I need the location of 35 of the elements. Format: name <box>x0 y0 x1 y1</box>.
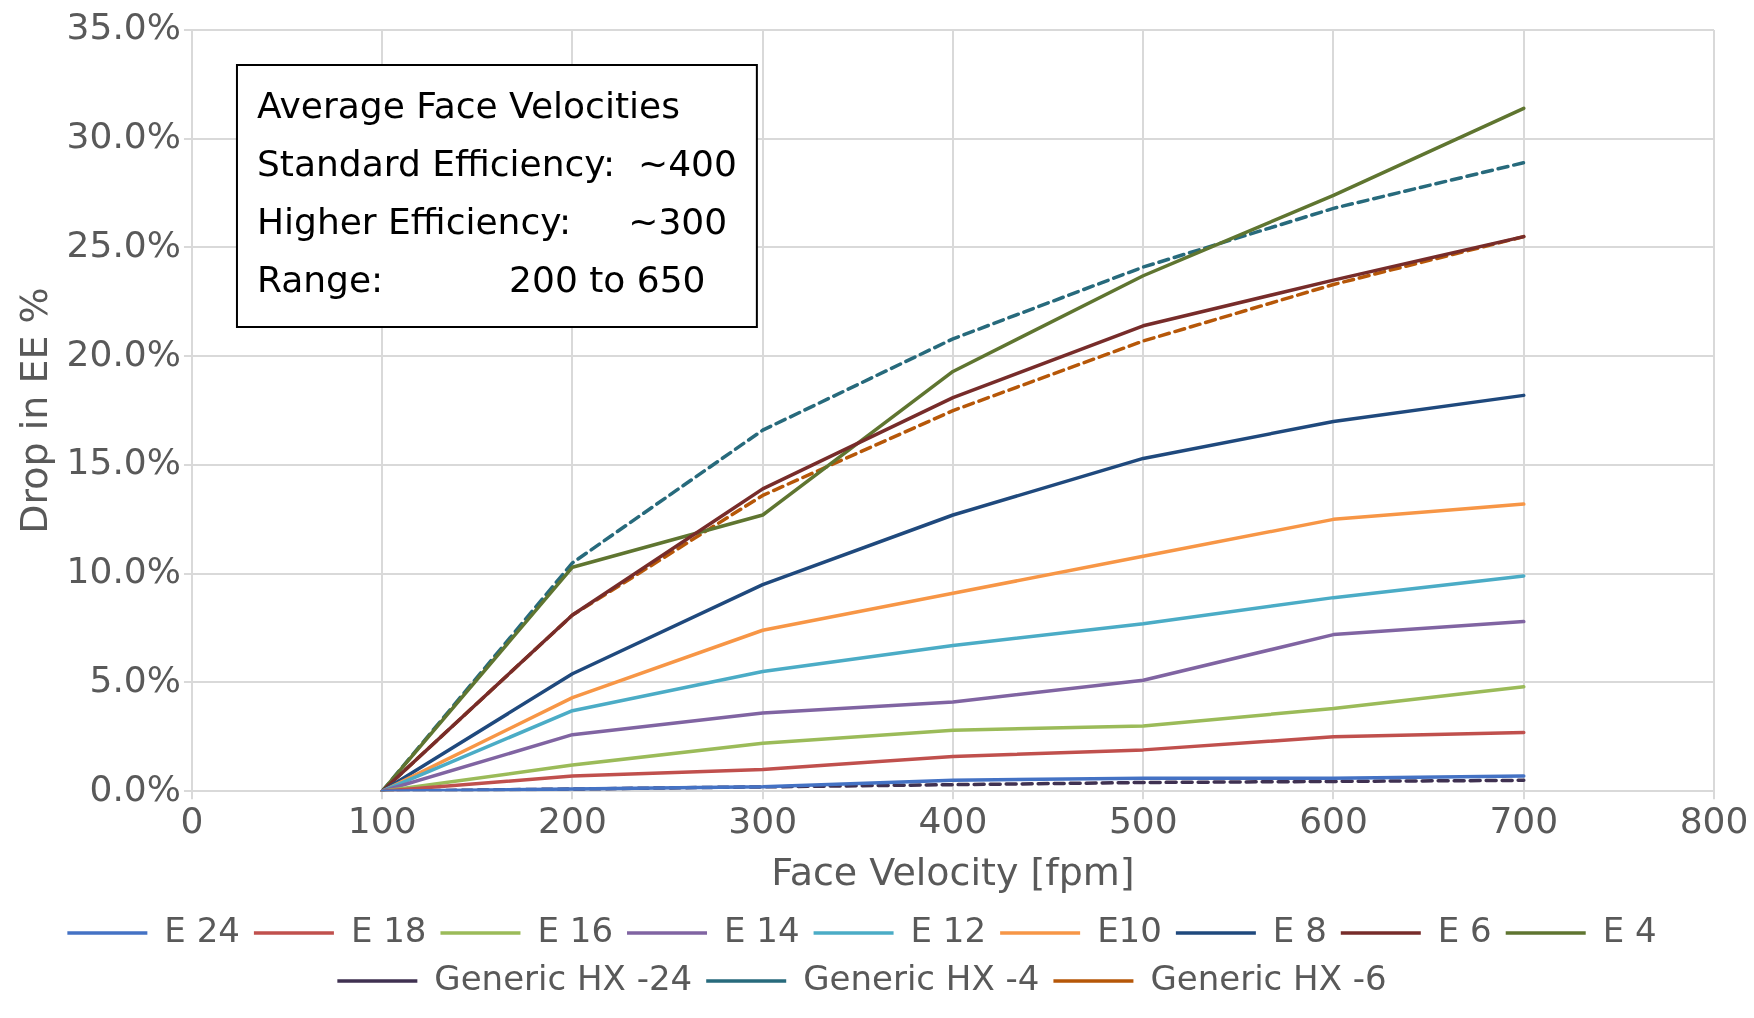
legend-label: Generic HX -6 <box>1150 957 1387 998</box>
legend-label: E 18 <box>350 909 427 950</box>
y-tick-label: 30.0% <box>66 115 181 157</box>
legend-label: E 8 <box>1272 909 1327 950</box>
legend-label: Generic HX -4 <box>803 957 1040 998</box>
x-tick-label: 800 <box>1679 800 1749 842</box>
x-axis-title: Face Velocity [fpm] <box>771 850 1135 895</box>
y-tick-label: 25.0% <box>66 223 181 265</box>
y-axis-title: Drop in EE % <box>11 287 56 534</box>
x-tick-label: 700 <box>1489 800 1559 842</box>
legend-label: E 16 <box>537 909 614 950</box>
annotation: Average Face Velocities <box>256 85 680 127</box>
legend-label: E 4 <box>1602 909 1657 950</box>
y-tick-label: 15.0% <box>66 441 181 483</box>
y-tick-label: 10.0% <box>66 550 181 592</box>
annotation: Higher Efficiency: ~300 <box>256 201 728 243</box>
x-tick-label: 500 <box>1108 800 1178 842</box>
x-tick-label: 300 <box>728 800 798 842</box>
y-tick-label: 35.0% <box>66 6 181 48</box>
y-tick-label: 0.0% <box>89 767 181 809</box>
x-tick-label: 400 <box>918 800 988 842</box>
x-tick-label: 200 <box>538 800 607 842</box>
legend-label: E 6 <box>1437 909 1492 950</box>
x-tick-label: 100 <box>347 800 417 842</box>
legend-label: Generic HX -24 <box>434 957 693 998</box>
legend-label: E10 <box>1097 909 1162 950</box>
y-tick-label: 5.0% <box>89 658 181 700</box>
legend-label: E 14 <box>724 909 800 950</box>
x-tick-label: 0 <box>180 800 204 842</box>
legend-label: E 12 <box>910 909 987 950</box>
annotation: Standard Efficiency: ~400 <box>256 143 737 185</box>
legend-label: E 24 <box>164 909 240 950</box>
x-tick-label: 600 <box>1299 800 1368 842</box>
annotation: Range: 200 to 650 <box>256 259 706 301</box>
y-tick-label: 20.0% <box>66 332 181 374</box>
